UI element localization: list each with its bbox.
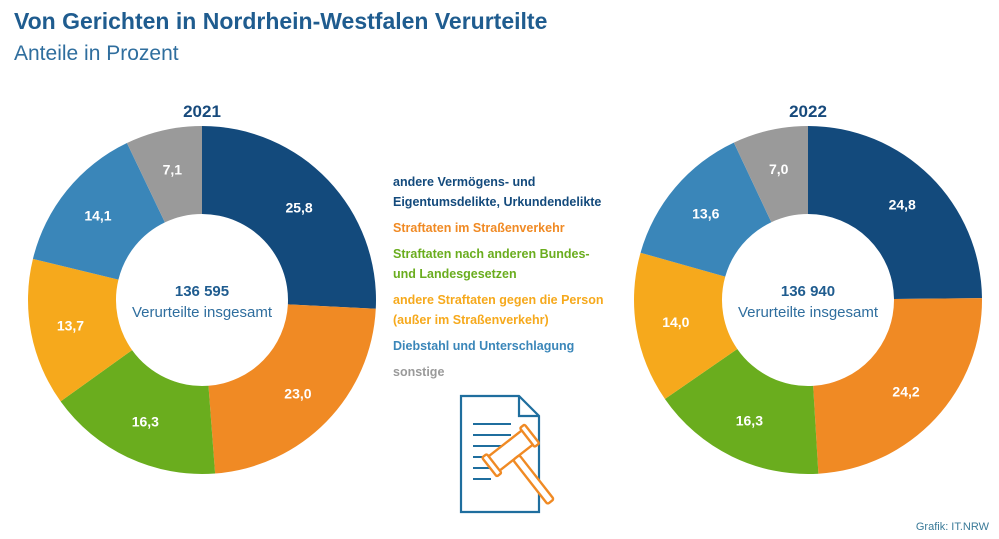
slice-value-label: 25,8	[285, 200, 312, 216]
legend-item: sonstige	[393, 362, 653, 382]
legend-item: andere Straftaten gegen die Person (außer…	[393, 290, 653, 330]
donut-slice	[208, 304, 376, 474]
chart-year-title: 2021	[183, 102, 221, 121]
donut-slice	[27, 258, 133, 402]
donut-slice	[733, 126, 808, 223]
legend-item-label: sonstige	[393, 365, 445, 379]
legend-item: Diebstahl und Unterschlagung	[393, 336, 653, 356]
slice-value-label: 7,1	[163, 161, 183, 177]
chart-year-title: 2022	[789, 102, 827, 121]
legend-item-label: andere Vermögens- und	[393, 175, 536, 189]
legend: andere Vermögens- und Eigentumsdelikte, U…	[393, 172, 653, 388]
donut-slice	[808, 126, 982, 300]
slice-value-label: 14,1	[84, 208, 111, 224]
slice-value-label: 16,3	[736, 412, 763, 428]
donut-slice	[202, 126, 376, 309]
donut-slice	[634, 252, 738, 400]
legend-item-label: Straftaten im Straßenverkehr	[393, 221, 565, 235]
legend-item-label: Eigentumsdelikte, Urkundendelikte	[393, 195, 602, 209]
donut-slice	[813, 298, 982, 474]
legend-item: Straftaten im Straßenverkehr	[393, 218, 653, 238]
donut-slice	[126, 126, 202, 223]
legend-item-label: andere Straftaten gegen die Person	[393, 293, 604, 307]
legend-item-label: und Landesgesetzen	[393, 267, 517, 281]
source-note: Grafik: IT.NRW	[915, 521, 989, 533]
chart-title: Von Gerichten in Nordrhein-Westfalen Ver…	[14, 8, 548, 34]
slice-value-label: 24,2	[892, 383, 919, 399]
donut-slice	[32, 143, 165, 280]
slice-value-label: 13,6	[692, 205, 719, 221]
legend-item-label: (außer im Straßenverkehr)	[393, 313, 549, 327]
donut-slice	[664, 348, 819, 474]
donut-slice	[640, 142, 772, 277]
total-value: 136 940	[781, 283, 835, 300]
slice-value-label: 23,0	[284, 386, 311, 402]
legend-item: Straftaten nach anderen Bundes-und Lande…	[393, 244, 653, 284]
court-document-gavel-icon	[459, 394, 555, 514]
slice-value-label: 14,0	[662, 314, 689, 330]
donut-slice	[60, 350, 216, 474]
total-caption: Verurteilte insgesamt	[738, 304, 879, 321]
legend-item: andere Vermögens- und Eigentumsdelikte, U…	[393, 172, 653, 212]
legend-item-label: Diebstahl und Unterschlagung	[393, 339, 575, 353]
chart-subtitle: Anteile in Prozent	[14, 42, 179, 65]
slice-value-label: 7,0	[769, 161, 789, 177]
slice-value-label: 16,3	[132, 413, 159, 429]
legend-item-label: Straftaten nach anderen Bundes-	[393, 247, 590, 261]
total-value: 136 595	[175, 283, 229, 300]
total-caption: Verurteilte insgesamt	[132, 304, 273, 321]
slice-value-label: 13,7	[57, 318, 84, 334]
slice-value-label: 24,8	[889, 197, 916, 213]
